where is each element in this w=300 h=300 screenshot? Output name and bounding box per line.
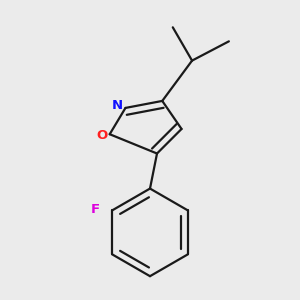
Text: N: N	[112, 99, 123, 112]
Text: F: F	[91, 203, 100, 216]
Text: O: O	[96, 129, 108, 142]
